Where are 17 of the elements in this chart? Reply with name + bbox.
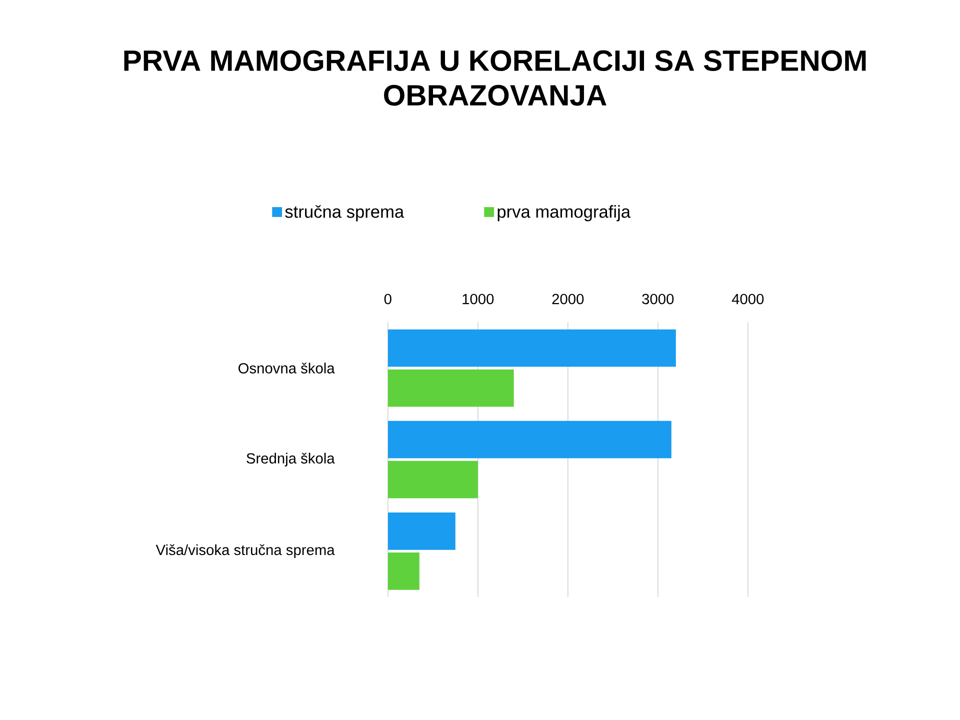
bar (388, 460, 478, 498)
x-tick-label: 4000 (732, 294, 764, 304)
bar (388, 329, 676, 367)
bar (388, 552, 420, 590)
bar (388, 369, 514, 407)
y-tick-label: Osnovna škola (238, 362, 335, 374)
y-tick-label: Viša/visoka stručna sprema (156, 544, 335, 558)
y-tick-label: Srednja škola (246, 452, 335, 466)
bar (388, 420, 672, 458)
x-tick-label: 1000 (462, 294, 494, 304)
chart-title: PRVA MAMOGRAFIJA U KORELACIJI SA STEPENOM OBRAZOVANJA (124, 50, 866, 106)
x-tick-label: 3000 (642, 294, 674, 304)
legend-label: stručna sprema (285, 205, 404, 222)
legend-label: prva mamografija (498, 205, 631, 222)
x-tick-label: 0 (384, 294, 392, 304)
x-tick-label: 2000 (552, 294, 584, 304)
bar (388, 512, 456, 550)
